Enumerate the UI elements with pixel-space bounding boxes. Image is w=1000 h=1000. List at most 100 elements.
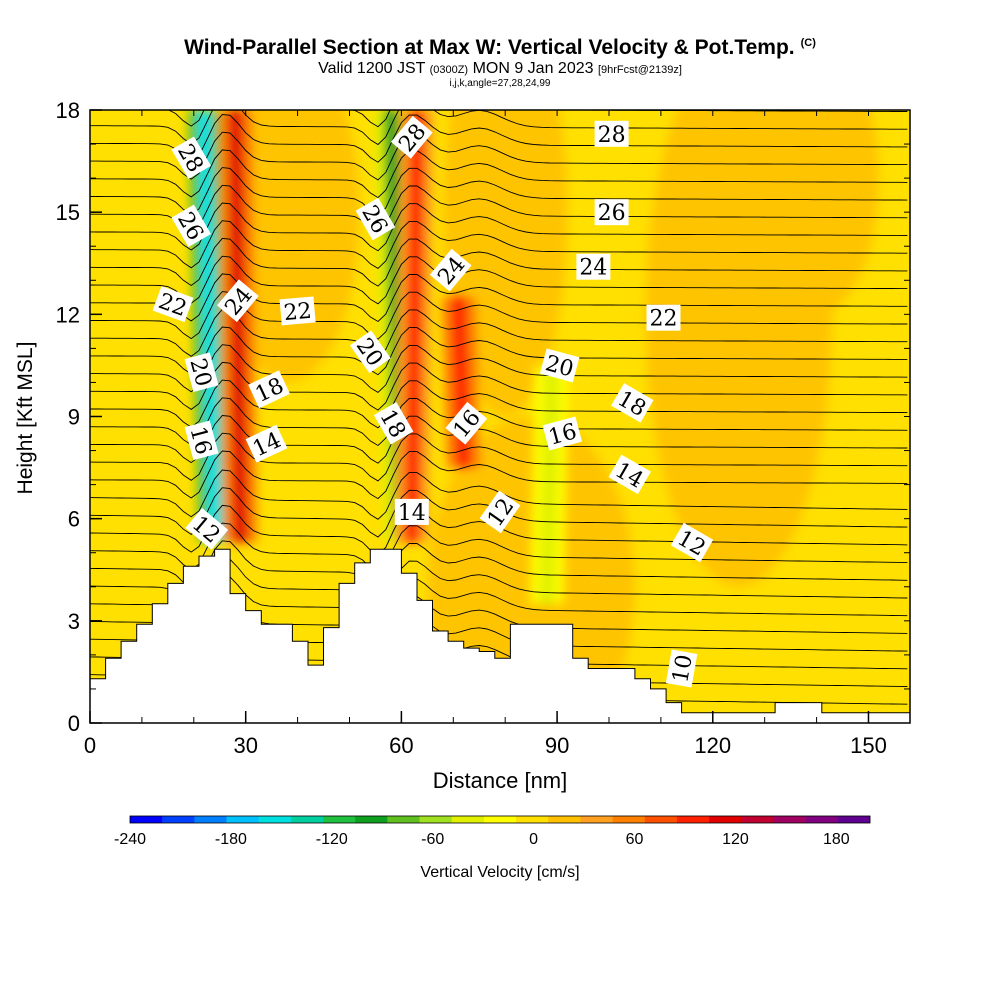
contour-label: 10 [665, 649, 698, 688]
contour-label-box [349, 330, 391, 374]
theta-isentrope [90, 432, 908, 482]
contour-label-box [245, 424, 288, 463]
theta-isentrope [90, 255, 908, 305]
theta-isentrope [90, 522, 908, 573]
terrain-mask [89, 548, 911, 724]
contour-label-text: 22 [283, 299, 313, 326]
contour-label: 24 [576, 253, 611, 281]
theta-isentrope [90, 237, 908, 287]
colorbar-tick-label: 120 [722, 831, 749, 848]
colorbar-tick-label: 60 [626, 831, 644, 848]
y-tick-label: 6 [68, 507, 80, 532]
contour-label-text: 10 [668, 653, 697, 685]
x-tick-label: 120 [694, 733, 731, 758]
colorbar-segment [612, 816, 646, 823]
theta-isentrope [167, 110, 908, 128]
contour-label-box [429, 248, 472, 292]
colorbar-segment [644, 816, 678, 823]
contour-label-text: 26 [598, 201, 626, 226]
theta-isentrope [90, 344, 908, 393]
x-axis: 0 30 60 90 120 150 [84, 110, 887, 758]
colorbar-segment [451, 816, 485, 823]
contour-label-box [594, 120, 629, 147]
theta-isentrope [90, 326, 908, 376]
colorbar-label: Vertical Velocity [cm/s] [420, 864, 580, 881]
contour-label-box [279, 296, 316, 326]
contour-label-box [355, 197, 396, 241]
valid-date: MON 9 Jan 2023 [472, 60, 594, 77]
colorbar-frame [129, 815, 871, 824]
contour-label-box [184, 352, 219, 392]
contour-label: 26 [594, 199, 629, 226]
colorbar-tick-label: -120 [316, 831, 348, 848]
colorbar-segment [258, 816, 292, 823]
theta-isentrope [90, 110, 908, 146]
colorbar-segment [773, 816, 806, 823]
contour-label: 16 [542, 416, 583, 451]
colorbar-tick-label: -60 [421, 831, 444, 848]
y-axis-label: Height [Kft MSL] [14, 341, 37, 495]
colorbar-tick-label: 180 [823, 831, 850, 848]
colorbar-tick-label: 0 [529, 831, 538, 848]
contour-label: 14 [394, 498, 429, 526]
x-axis-label: Distance [nm] [432, 768, 568, 793]
theta-isentrope [90, 361, 908, 411]
contour-label-text: 24 [579, 256, 607, 281]
contour-label-box [394, 498, 429, 525]
y-axis: 0 3 6 9 12 15 18 [56, 98, 910, 736]
y-tick-label: 15 [56, 200, 80, 225]
theta-isentrope [90, 114, 908, 163]
contour-label-box [445, 401, 488, 445]
colorbar-segment [290, 816, 324, 823]
colorbar-segment [837, 816, 871, 823]
contour-label-box [539, 348, 580, 383]
contour-label-box [542, 416, 583, 451]
contour-label-text: 14 [398, 501, 426, 526]
colorbar-segment [483, 816, 517, 823]
theta-isentrope [90, 379, 908, 429]
contour-label-box [152, 286, 194, 323]
contour-label-box [171, 204, 211, 248]
colorbar-segment [676, 816, 710, 823]
colorbar-segment [548, 816, 581, 823]
colorbar-tick-label: -240 [114, 831, 146, 848]
colorbar-segment [226, 816, 259, 823]
theta-isentrope [90, 202, 908, 252]
theta-isentrope [90, 184, 908, 234]
colorbar-segment [419, 816, 453, 823]
contour-label-box [576, 253, 611, 280]
contour-label-box [373, 402, 414, 445]
y-tick-label: 3 [68, 609, 80, 634]
theta-isentrope [90, 273, 908, 323]
contour-label-box [608, 454, 651, 495]
theta-isentrope [90, 291, 908, 340]
theta-isentrope [90, 167, 908, 216]
colorbar-segment [130, 816, 163, 823]
contour-label-box [611, 383, 654, 423]
chart-subtitle: Valid 1200 JST (0300Z) MON 9 Jan 2023 [9… [0, 60, 1000, 78]
y-tick-label: 18 [56, 98, 80, 123]
valid-time-utc: (0300Z) [429, 64, 469, 76]
valid-time-label: Valid 1200 JST [318, 60, 426, 77]
colorbar-segment [516, 816, 549, 823]
colorbar-segment [741, 816, 774, 823]
y-tick-label: 9 [68, 405, 80, 430]
colorbar-segment [709, 816, 742, 823]
colorbar-segment [805, 816, 839, 823]
contour-label: 28 [594, 120, 629, 148]
theta-isentrope [90, 450, 908, 500]
contour-label-box [646, 304, 681, 331]
y-tick-label: 12 [56, 302, 80, 327]
theta-isentrope [90, 220, 908, 269]
contour-label-box [185, 508, 229, 550]
colorbar-segment [162, 816, 195, 823]
colorbar-segment [194, 816, 227, 823]
contour-label-box [594, 199, 629, 226]
copyright-mark: (C) [800, 37, 816, 49]
colorbar-segment [355, 816, 388, 823]
x-tick-label: 0 [84, 733, 96, 758]
theta-isentrope [90, 149, 908, 199]
contour-label-box [217, 279, 259, 323]
x-tick-label: 30 [233, 733, 257, 758]
field-warm-patch [754, 110, 879, 315]
